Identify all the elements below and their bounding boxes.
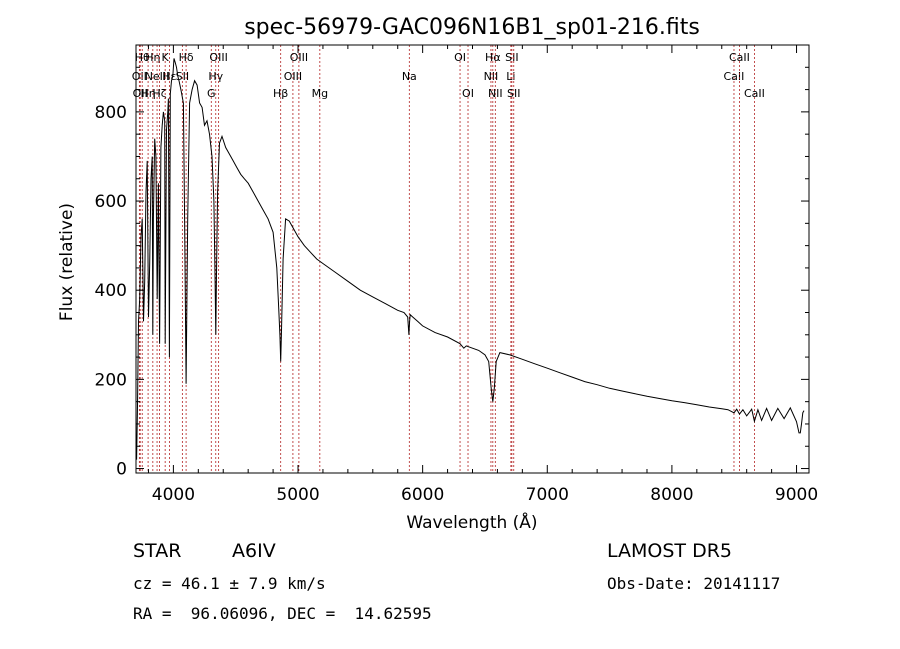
x-tick-label: 4000 <box>152 485 195 505</box>
spectral-line-label: Na <box>402 70 417 83</box>
axes-layer: 4000 5000 6000 7000 8000 9000 0 200 400 600 800 <box>95 45 818 505</box>
spectral-line-label: NeIII <box>145 70 170 83</box>
y-tick-label: 400 <box>95 281 127 301</box>
y-tick-label: 800 <box>95 103 127 123</box>
spectral-line-label: OI <box>462 87 474 100</box>
spectral-line-label: CaII <box>724 70 745 83</box>
spectral-line-label: Hγ <box>208 70 223 83</box>
spectral-line-label: Hδ <box>179 51 194 64</box>
survey-name: LAMOST DR5 <box>607 540 732 562</box>
object-class: STAR <box>133 540 182 562</box>
x-tick-label: 9000 <box>775 485 818 505</box>
spectral-line-label: Hη <box>145 51 160 64</box>
spectral-line-label: CaII <box>744 87 765 100</box>
spectral-line-label: Hη <box>140 87 155 100</box>
spectral-line-label: SII <box>507 87 520 100</box>
spectral-line-label: OIII <box>209 51 227 64</box>
spectral-line-label: Hθ <box>135 51 150 64</box>
spectral-line-label: SII <box>505 51 518 64</box>
y-axis-label: Flux (relative) <box>57 203 77 321</box>
series-layer <box>136 58 805 460</box>
spectral-line-label: Hα <box>485 51 501 64</box>
spectral-line-label: Hβ <box>273 87 288 100</box>
coordinates-text: RA = 96.06096, DEC = 14.62595 <box>133 604 432 623</box>
spectral-line-label: G <box>207 87 216 100</box>
plot-frame <box>135 44 810 474</box>
x-tick-label: 6000 <box>401 485 444 505</box>
spectral-line-label: OIII <box>284 70 302 83</box>
spectral-line-label: Mg <box>312 87 328 100</box>
redshift-text: cz = 46.1 ± 7.9 km/s <box>133 574 326 593</box>
spectral-line-label: NII <box>488 87 503 100</box>
spectral-line-label: Li <box>506 70 515 83</box>
x-tick-label: 8000 <box>650 485 693 505</box>
spectral-line-label: Hε <box>162 70 176 83</box>
x-tick-label: 5000 <box>276 485 319 505</box>
y-tick-label: 0 <box>116 460 127 480</box>
spectral-line-label: OI <box>454 51 466 64</box>
x-axis-label: Wavelength (Å) <box>406 511 537 533</box>
spectral-line-label: Hζ <box>152 87 166 100</box>
spectral-line-label: OIII <box>290 51 308 64</box>
object-subclass: A6IV <box>232 540 276 562</box>
chart-title: spec-56979-GAC096N16B1_sp01-216.fits <box>244 15 700 40</box>
spectral-line-label: CaII <box>729 51 750 64</box>
y-tick-label: 200 <box>95 370 127 390</box>
spectrum-line <box>136 58 805 460</box>
spectral-line-label: NII <box>484 70 499 83</box>
obs-date-text: Obs-Date: 20141117 <box>607 574 781 593</box>
x-tick-label: 7000 <box>526 485 569 505</box>
y-tick-label: 600 <box>95 192 127 212</box>
spectral-line-label: K <box>162 51 170 64</box>
